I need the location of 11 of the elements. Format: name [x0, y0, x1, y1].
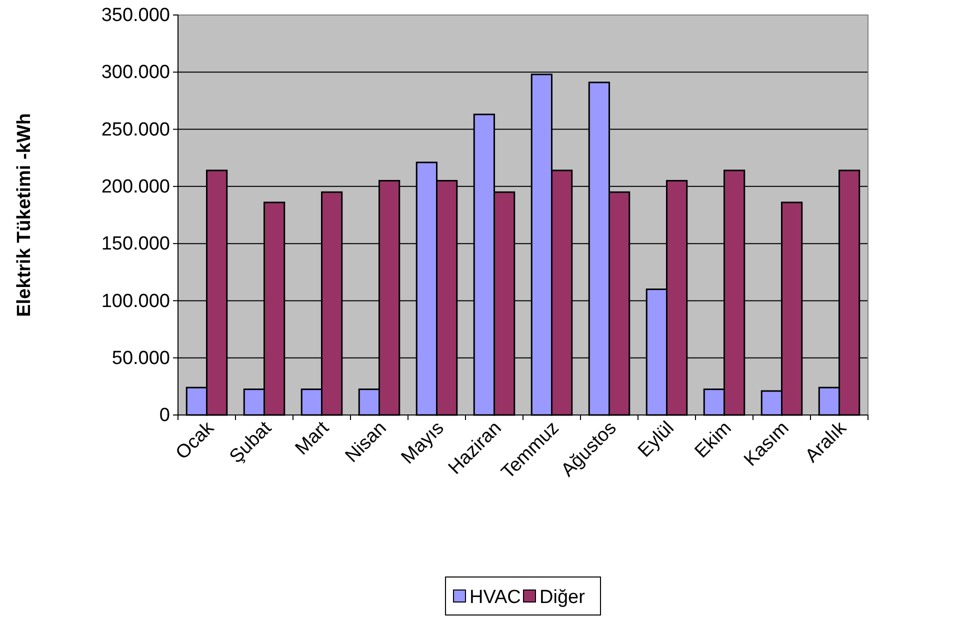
- y-axis-title: Elektrik Tüketimi -kWh: [14, 113, 35, 317]
- y-tick-label: 200.000: [101, 176, 170, 198]
- y-tick-label: 150.000: [101, 234, 170, 255]
- y-tick-label: 100.000: [101, 290, 170, 312]
- y-tick-label: 0: [159, 405, 170, 426]
- y-tick-label: 250.000: [101, 119, 170, 140]
- legend-label: HVAC: [470, 587, 521, 608]
- y-tick-label: 350.000: [101, 5, 170, 26]
- y-tick-label: 50.000: [112, 348, 170, 369]
- legend-label: Diğer: [540, 587, 586, 608]
- y-tick-label: 300.000: [101, 62, 170, 84]
